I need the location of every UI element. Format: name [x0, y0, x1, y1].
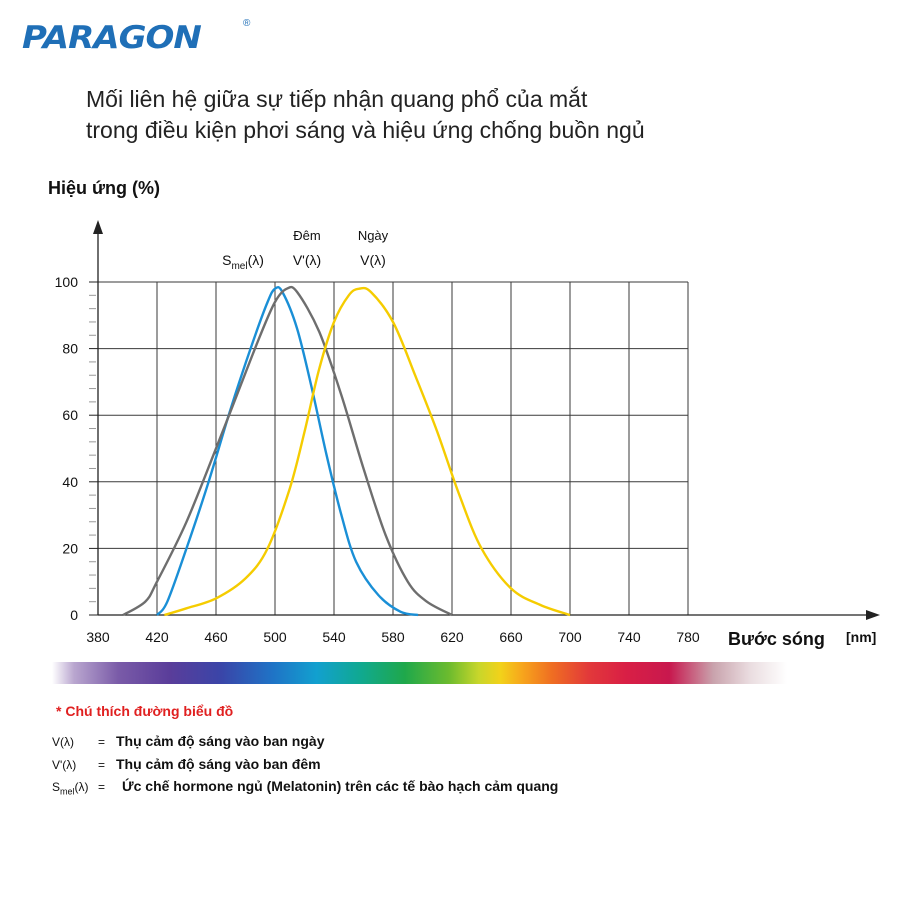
color-spectrum-bar [52, 662, 787, 684]
legend-row-night: V'(λ) = Thụ cảm độ sáng vào ban đêm [52, 756, 321, 772]
series-smel-curve [156, 286, 419, 617]
x-axis-arrow [866, 610, 880, 620]
x-tick-label: 660 [499, 629, 523, 645]
title-line-1: Mối liên hệ giữa sự tiếp nhận quang phổ … [86, 86, 588, 112]
legend-description: Thụ cảm độ sáng vào ban ngày [116, 733, 325, 749]
series-night-curve [122, 285, 453, 617]
legend-equals: = [98, 735, 106, 749]
legend-equals: = [98, 758, 106, 772]
registered-mark: ® [243, 18, 251, 29]
x-tick-label: 700 [558, 629, 582, 645]
legend-symbol: V'(λ) [52, 758, 77, 772]
y-tick-label: 80 [62, 341, 78, 357]
y-axis-title: Hiệu ứng (%) [48, 178, 160, 198]
series-caption: Ngày [358, 228, 389, 243]
chart-title: Mối liên hệ giữa sự tiếp nhận quang phổ … [86, 84, 645, 146]
series-caption: Đêm [293, 228, 320, 243]
x-tick-label: 740 [617, 629, 641, 645]
series-label: V'(λ) [293, 252, 321, 268]
y-tick-label: 20 [62, 540, 78, 556]
x-tick-label: 380 [86, 629, 110, 645]
x-tick-label: 540 [322, 629, 346, 645]
x-tick-label: 420 [145, 629, 169, 645]
series-day-curve [164, 286, 571, 617]
legend-row-day: V(λ) = Thụ cảm độ sáng vào ban ngày [52, 733, 324, 749]
x-tick-label: 580 [381, 629, 405, 645]
y-tick-label: 60 [62, 407, 78, 423]
x-axis-title: Bước sóng [728, 629, 825, 649]
paragon-logo: PARAGON [22, 19, 202, 57]
legend-description: Thụ cảm độ sáng vào ban đêm [116, 756, 321, 772]
title-line-2: trong điều kiện phơi sáng và hiệu ứng ch… [86, 117, 645, 143]
series-label: Smel(λ) [222, 252, 264, 272]
legend-row-melatonin: Smel(λ) = Ức chế hormone ngủ (Melatonin) t… [52, 778, 558, 796]
y-tick-label: 0 [70, 607, 78, 623]
y-tick-label: 100 [55, 274, 79, 290]
x-tick-label: 620 [440, 629, 464, 645]
x-axis-unit: [nm] [846, 629, 876, 645]
legend-symbol: V(λ) [52, 735, 74, 749]
x-tick-label: 460 [204, 629, 228, 645]
series-label: V(λ) [360, 252, 386, 268]
y-tick-label: 40 [62, 474, 78, 490]
y-axis-arrow [93, 220, 103, 234]
legend-description: Ức chế hormone ngủ (Melatonin) trên các … [122, 778, 559, 794]
x-tick-label: 780 [676, 629, 700, 645]
spectral-chart: 0 20 40 60 80 100 380 420 460 500 540 580 620 660 700 7… [48, 178, 880, 649]
x-tick-label: 500 [263, 629, 287, 645]
legend-equals: = [98, 780, 106, 794]
legend-note-heading: * Chú thích đường biểu đồ [56, 703, 234, 719]
legend-symbol: Smel(λ) [52, 780, 89, 797]
